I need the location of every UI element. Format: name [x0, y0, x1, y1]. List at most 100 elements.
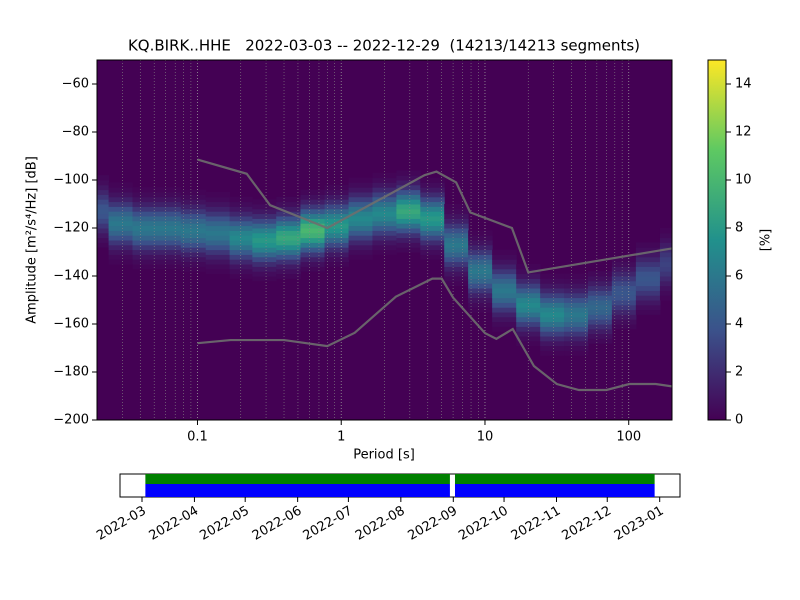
psd-cell — [132, 259, 158, 265]
psd-cell — [516, 312, 541, 318]
colorbar-tick-label: 14 — [735, 77, 752, 92]
psd-cell — [468, 259, 493, 265]
colorbar — [707, 59, 727, 421]
psd-cell — [372, 206, 397, 212]
psd-cell — [468, 283, 493, 289]
psd-cell — [348, 220, 373, 227]
psd-cell — [252, 247, 277, 253]
psd-cell — [540, 278, 565, 284]
psd-cell — [229, 254, 253, 260]
psd-cell — [108, 240, 133, 246]
psd-cell — [516, 292, 541, 299]
psd-cell — [180, 218, 207, 224]
psd-cell — [300, 252, 326, 258]
psd-cell — [420, 182, 445, 188]
psd-cell — [492, 259, 517, 265]
psd-cell — [180, 208, 207, 215]
colorbar-tick-label: 0 — [735, 413, 743, 428]
psd-cell — [372, 220, 397, 227]
psd-cell — [108, 211, 133, 217]
psd-cell — [564, 312, 589, 318]
psd-cell — [492, 278, 517, 284]
psd-cell — [587, 338, 613, 344]
psd-cell — [205, 206, 231, 212]
colorbar-tick-label: 4 — [735, 317, 743, 332]
psd-cell — [348, 225, 373, 231]
psd-cell — [97, 194, 110, 200]
psd-cell — [180, 266, 207, 272]
psd-cell — [372, 240, 397, 246]
psd-cell — [611, 290, 637, 296]
psd-cell — [348, 196, 373, 203]
psd-cell — [492, 302, 517, 308]
psd-cell — [492, 288, 517, 294]
psd-cell — [564, 331, 589, 337]
psd-cell — [635, 256, 661, 263]
psd-cell — [108, 216, 133, 222]
psd-cell — [300, 261, 326, 267]
psd-cell — [372, 192, 397, 198]
y-tick-label: −140 — [53, 269, 89, 284]
psd-cell — [108, 206, 133, 212]
psd-cell — [564, 278, 589, 284]
psd-cell — [205, 264, 231, 270]
psd-cell — [516, 302, 541, 308]
y-tick-label: −80 — [62, 125, 89, 140]
psd-cell — [132, 235, 158, 241]
psd-cell — [180, 199, 207, 205]
psd-cell — [156, 240, 182, 246]
psd-cell — [180, 247, 207, 253]
psd-cell — [108, 249, 133, 255]
psd-cell — [611, 300, 637, 306]
psd-cell — [324, 256, 350, 263]
psd-cell — [324, 232, 350, 239]
psd-cell — [180, 237, 207, 243]
psd-cell — [108, 196, 133, 203]
psd-cell — [659, 242, 672, 248]
psd-cell — [564, 297, 589, 303]
psd-cell — [324, 242, 350, 248]
psd-cell — [420, 240, 445, 246]
timeline-tick-label: 2022-05 — [197, 504, 252, 544]
colorbar-tick-label: 8 — [735, 221, 743, 236]
psd-cell — [229, 230, 253, 236]
psd-cell — [492, 297, 517, 303]
psd-cell — [324, 184, 350, 191]
psd-cell — [276, 249, 301, 255]
psd-cell — [659, 276, 672, 282]
psd-cell — [444, 228, 469, 234]
psd-cell — [97, 189, 110, 195]
y-tick-label: −120 — [53, 221, 89, 236]
psd-cell — [564, 316, 589, 323]
psd-cell — [420, 196, 445, 203]
psd-cell — [108, 192, 133, 198]
psd-cell — [468, 297, 493, 303]
psd-cell — [611, 295, 637, 301]
timeline-tick-label: 2023-01 — [612, 504, 667, 544]
psd-cell — [132, 240, 158, 246]
psd-cell — [252, 213, 277, 219]
psd-cell — [300, 189, 326, 195]
psd-cell — [420, 211, 445, 217]
psd-cell — [396, 170, 421, 176]
psd-cell — [132, 264, 158, 270]
psd-cell — [564, 283, 589, 289]
psd-cell — [276, 220, 301, 227]
x-tick-label: 100 — [616, 430, 641, 445]
psd-cell — [276, 211, 301, 217]
psd-cell — [205, 225, 231, 231]
psd-cell — [635, 280, 661, 287]
psd-cell — [564, 307, 589, 313]
psd-cell — [444, 223, 469, 229]
plot-area — [97, 60, 672, 420]
psd-cell — [420, 244, 445, 251]
psd-cell — [540, 297, 565, 303]
coverage-bar — [454, 474, 655, 484]
psd-cell — [420, 187, 445, 193]
psd-cell — [97, 232, 110, 239]
psd-cell — [659, 256, 672, 263]
psd-cell — [396, 204, 421, 210]
psd-cell — [444, 261, 469, 267]
psd-cell — [97, 223, 110, 229]
